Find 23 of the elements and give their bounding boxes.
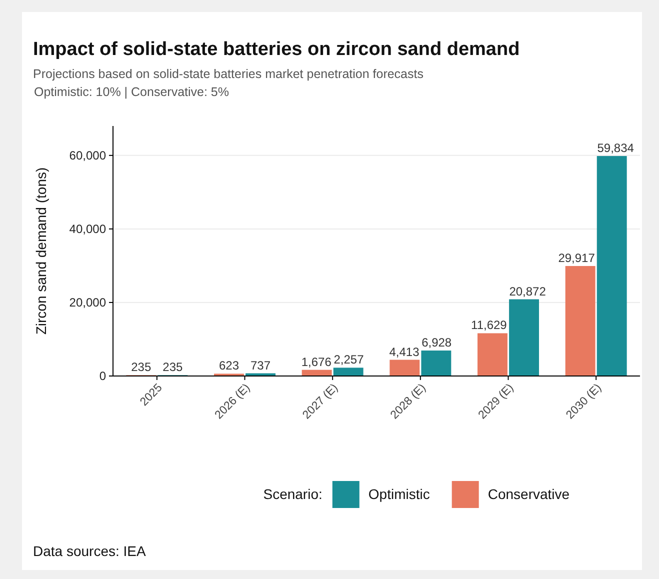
y-tick-label: 40,000 [69,222,106,236]
data-label: 4,413 [389,344,420,359]
data-label: 1,676 [301,354,332,369]
data-label: 2,257 [334,352,364,367]
data-label: 6,928 [422,336,452,350]
y-axis-title: Zircon sand demand (tons) [33,167,49,335]
legend-label: Conservative [488,486,570,502]
chart-subtitle: Projections based on solid-state batteries market penetration forecasts Optimistic: 10% | Conservative: 5% [33,67,424,99]
data-label: 623 [218,358,240,373]
data-label: 20,872 [509,284,546,298]
y-tick-label: 60,000 [69,148,106,162]
data-label: 59,834 [597,141,634,156]
legend-title: Scenario: [263,486,322,502]
data-label: 737 [250,358,271,372]
y-tick-label: 20,000 [69,295,106,310]
y-tick-label: 0 [99,368,106,383]
chart-title: Impact of solid-state batteries on zircon sand demand [33,39,520,60]
data-label: 235 [162,360,184,374]
data-label: 29,917 [558,251,596,266]
legend-label: Optimistic [368,486,430,502]
text: Data sources: IEA [33,543,146,559]
data-label: 235 [131,360,152,374]
data-label: 11,629 [471,318,508,332]
